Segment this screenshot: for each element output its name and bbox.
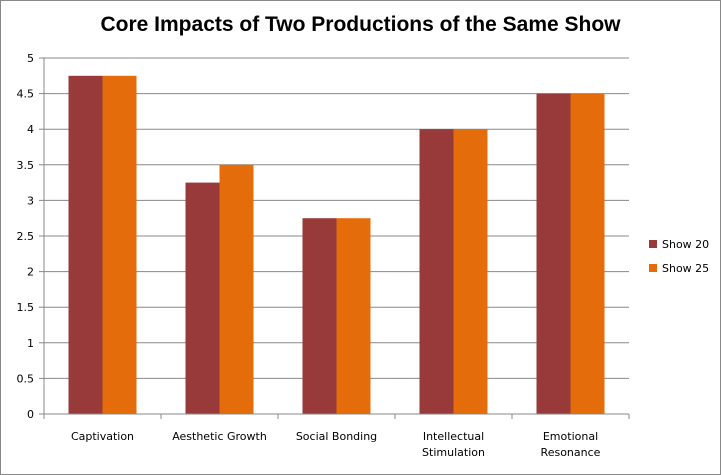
- legend-item-series-2: Show 25: [649, 261, 710, 275]
- y-tick-label: 4.5: [17, 88, 35, 101]
- y-tick-label: 2: [27, 266, 34, 279]
- x-tick-label: Resonance: [541, 446, 601, 459]
- bar-1-3: [302, 218, 337, 414]
- y-tick-label: 3.5: [17, 159, 35, 172]
- bars: [68, 75, 605, 415]
- legend-swatch-series-2: [649, 264, 657, 272]
- x-tick-label: Aesthetic Growth: [172, 430, 267, 443]
- bar-2-5: [570, 93, 605, 414]
- y-tick-label: 1.5: [17, 301, 35, 314]
- bar-2-2: [219, 164, 254, 414]
- legend-label-series-1: Show 20: [662, 237, 710, 251]
- legend-swatch-series-1: [649, 240, 657, 248]
- x-tick-label: Captivation: [71, 430, 134, 443]
- bar-1-2: [185, 182, 220, 414]
- legend: Show 20 Show 25: [649, 238, 709, 286]
- bar-1-4: [419, 129, 454, 414]
- x-tick-label: Emotional: [543, 430, 598, 443]
- x-tick-label: Social Bonding: [296, 430, 377, 443]
- y-tick-label: 2.5: [17, 230, 35, 243]
- bar-1-5: [536, 93, 571, 414]
- y-tick-label: 0: [27, 408, 34, 421]
- legend-label-series-2: Show 25: [662, 261, 710, 275]
- legend-item-series-1: Show 20: [649, 237, 710, 251]
- axes: [39, 57, 630, 419]
- y-tick-label: 0.5: [17, 372, 35, 385]
- x-tick-label: Intellectual: [423, 430, 484, 443]
- bar-2-3: [336, 218, 371, 414]
- y-tick-label: 5: [27, 52, 34, 65]
- y-tick-label: 4: [27, 123, 34, 136]
- bar-2-1: [102, 75, 137, 415]
- x-tick-label: Stimulation: [422, 446, 485, 459]
- y-tick-label: 1: [27, 337, 34, 350]
- y-tick-label: 3: [27, 194, 34, 207]
- labels: 0 0.5 1 1.5 2 2.5 3 3.5 4 4.5 5 Captivation Aestheti…: [17, 52, 601, 459]
- bar-2-4: [453, 129, 488, 414]
- chart-title: Core Impacts of Two Productions of the S…: [100, 13, 621, 36]
- bar-1-1: [68, 75, 103, 415]
